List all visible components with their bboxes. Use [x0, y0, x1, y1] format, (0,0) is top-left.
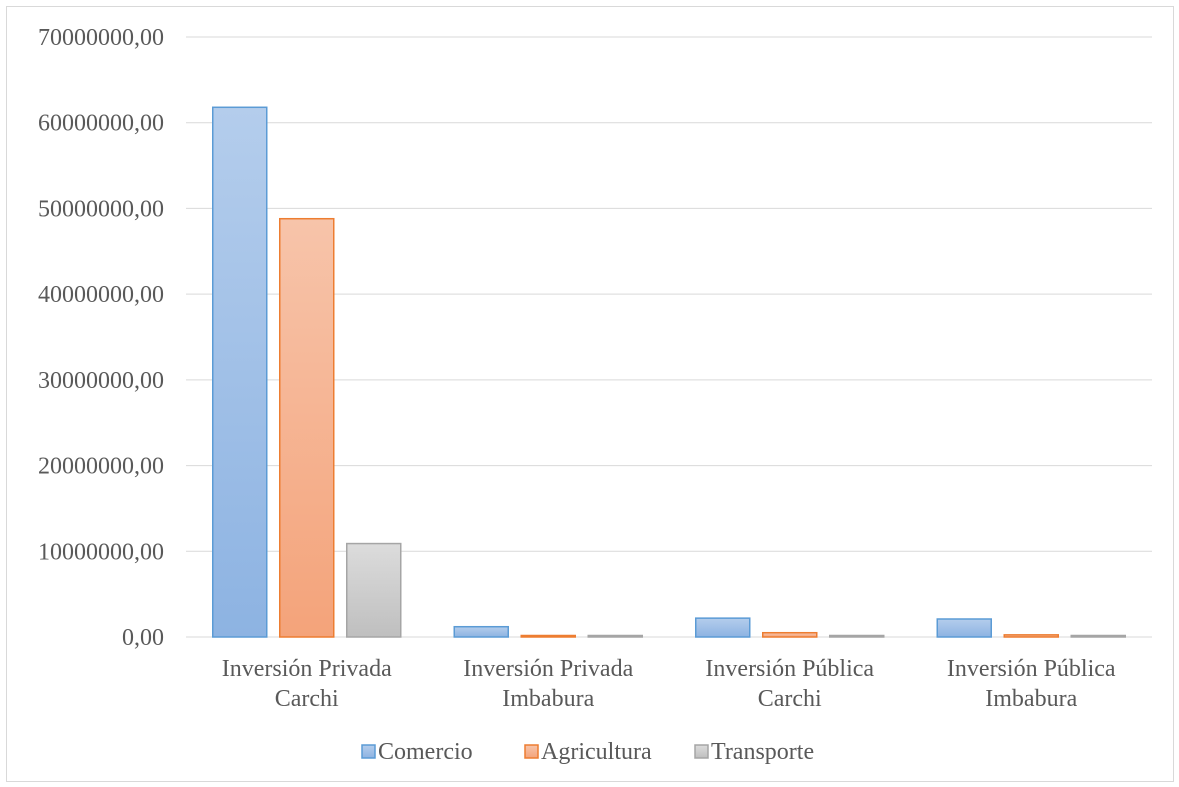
- bar-transporte-0: [346, 542, 402, 638]
- bar-agricultura-1: [520, 634, 576, 638]
- legend-swatch-transporte: [694, 744, 709, 759]
- x-category-label: Inversión Pública Imbabura: [947, 656, 1116, 712]
- bar-comercio-3: [936, 618, 992, 638]
- legend: Comercio Agricultura Transporte: [361, 739, 814, 765]
- legend-label-transporte: Transporte: [711, 739, 814, 765]
- legend-swatch-agricultura: [524, 744, 539, 759]
- legend-swatch-comercio: [361, 744, 376, 759]
- y-tick-label: 40000000,00: [38, 282, 164, 308]
- y-tick-label: 70000000,00: [38, 25, 164, 51]
- y-tick-label: 20000000,00: [38, 454, 164, 480]
- x-category-label: Inversión Pública Carchi: [705, 656, 874, 712]
- bar-transporte-3: [1070, 634, 1126, 638]
- legend-label-agricultura: Agricultura: [541, 739, 652, 765]
- bar-transporte-1: [587, 634, 643, 638]
- bar-comercio-2: [695, 617, 751, 638]
- bar-comercio-0: [212, 106, 268, 638]
- bars: [212, 106, 1126, 638]
- bar-agricultura-2: [762, 631, 818, 638]
- y-tick-label: 30000000,00: [38, 368, 164, 394]
- bar-comercio-1: [453, 625, 509, 638]
- x-axis-categories: Inversión Privada Carchi Inversión Privada…: [222, 656, 1116, 712]
- y-tick-label: 60000000,00: [38, 111, 164, 137]
- x-category-label: Inversión Privada Carchi: [222, 656, 392, 712]
- y-tick-label: 0,00: [122, 625, 164, 651]
- y-axis-ticks: 0,00 10000000,00 20000000,00 30000000,00 400…: [38, 25, 164, 651]
- x-category-label: Inversión Privada Imbabura: [463, 656, 633, 712]
- bar-transporte-2: [829, 634, 885, 638]
- legend-label-comercio: Comercio: [378, 739, 473, 765]
- bar-agricultura-0: [279, 217, 335, 638]
- y-tick-label: 50000000,00: [38, 196, 164, 222]
- y-tick-label: 10000000,00: [38, 539, 164, 565]
- bar-agricultura-3: [1003, 634, 1059, 638]
- chart-area: [6, 6, 1174, 782]
